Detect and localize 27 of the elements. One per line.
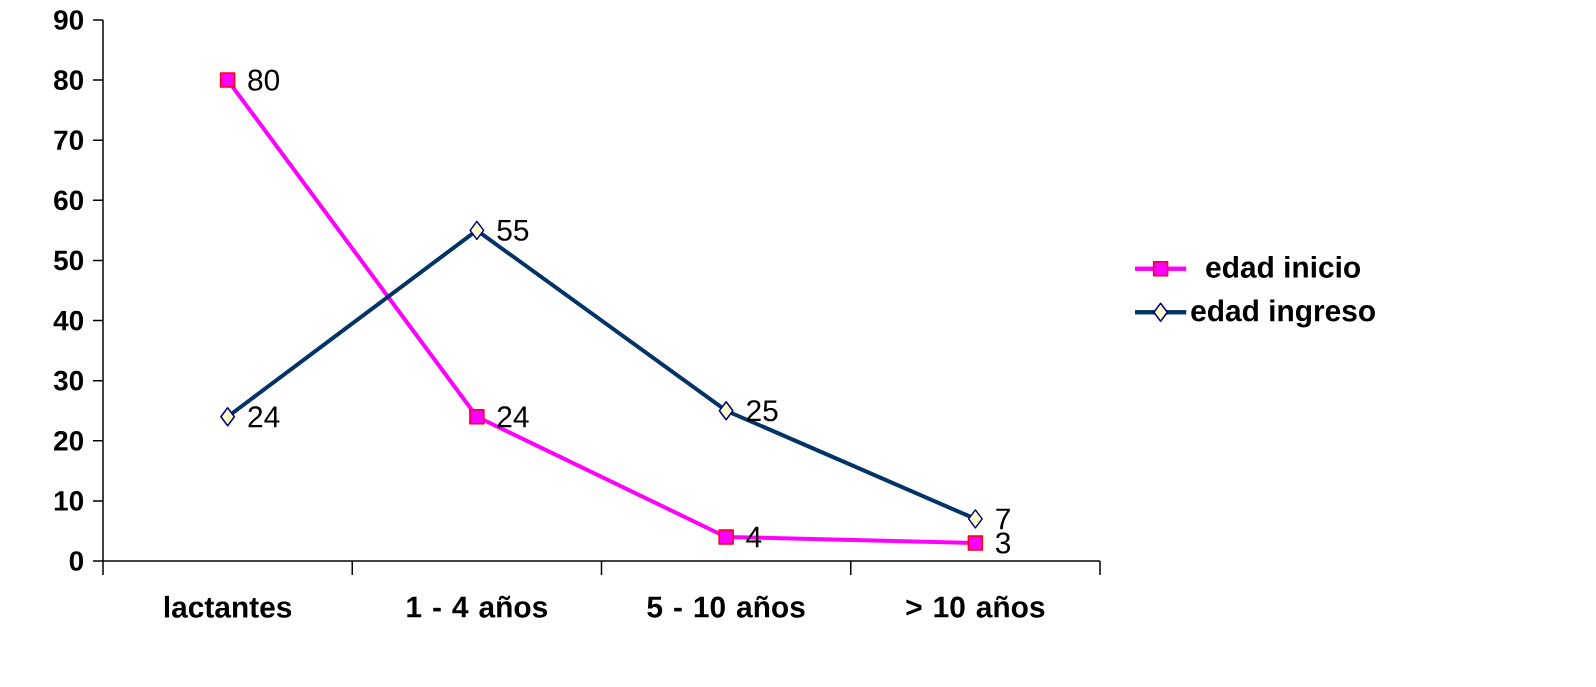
point xyxy=(718,529,734,545)
legend-label: edad inicio xyxy=(1206,255,1361,278)
x-tick-label: 1 - 4 años xyxy=(407,595,548,618)
y-tick-label: 10 xyxy=(54,491,84,511)
data-label: 24 xyxy=(248,406,280,428)
point xyxy=(219,72,236,88)
data-label: 25 xyxy=(747,400,778,422)
data-label: 80 xyxy=(248,69,280,91)
data-label: 3 xyxy=(995,532,1011,554)
y-tick-label: 30 xyxy=(53,370,84,391)
y-tick-label: 20 xyxy=(54,430,84,451)
x-tick-label: lactantes xyxy=(164,595,292,618)
legend-label: edad ingreso xyxy=(1191,299,1375,328)
x-tick-label: 5 - 10 años xyxy=(647,595,805,618)
y-tick-label: 90 xyxy=(54,10,84,30)
y-tick-label: 40 xyxy=(53,310,84,331)
y-tick-label: 0 xyxy=(69,551,84,571)
point xyxy=(469,408,485,425)
y-tick-label: 70 xyxy=(54,130,84,151)
point xyxy=(967,535,984,551)
data-label: 7 xyxy=(996,508,1010,530)
y-tick-label: 60 xyxy=(54,190,84,211)
data-label: 55 xyxy=(497,219,529,241)
data-label: 24 xyxy=(497,406,529,428)
x-tick-label: > 10 años xyxy=(906,595,1045,618)
y-tick-label: 80 xyxy=(54,70,84,90)
y-tick-label: 50 xyxy=(54,250,84,271)
